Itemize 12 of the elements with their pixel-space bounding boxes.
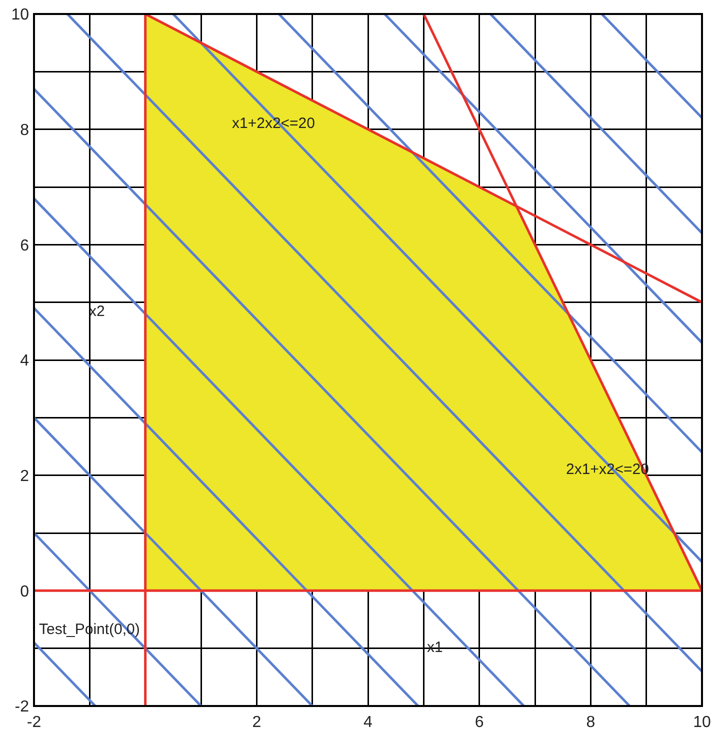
y-tick-label: 0 xyxy=(20,583,30,600)
x-tick-label: 2 xyxy=(252,714,262,731)
y-tick-label: 10 xyxy=(11,6,30,24)
y-tick-label: 4 xyxy=(20,352,30,370)
y-tick-label: 2 xyxy=(20,468,30,485)
x-tick-label: 10 xyxy=(693,714,711,731)
y-tick-label: 8 xyxy=(20,122,30,139)
x-tick-label: 8 xyxy=(586,714,596,731)
y-tick-label: -2 xyxy=(14,698,30,716)
x-tick-label: 4 xyxy=(364,714,373,731)
x-tick-label: 6 xyxy=(474,714,484,731)
y-tick-label: 6 xyxy=(20,237,30,254)
